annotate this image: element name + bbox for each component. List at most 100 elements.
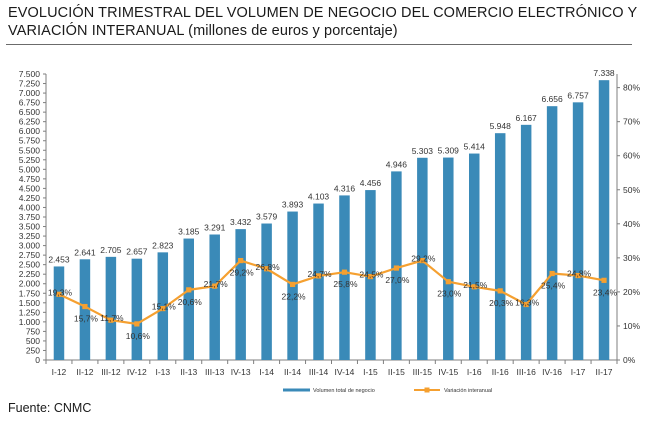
x-tick-label: IV-14 <box>335 367 355 377</box>
x-tick-label: II-12 <box>76 367 93 377</box>
y-left-tick-label: 5.750 <box>19 136 41 146</box>
title-divider <box>6 44 632 45</box>
bar-value-label: 7.338 <box>593 68 615 78</box>
bar-value-label: 5.309 <box>438 146 460 156</box>
bar <box>339 195 350 360</box>
y-left-tick-label: 4.250 <box>19 193 41 203</box>
bar <box>235 229 246 360</box>
x-tick-label: III-16 <box>516 367 536 377</box>
line-value-label: 15,1% <box>152 302 177 312</box>
bar <box>313 203 324 360</box>
bar-value-label: 3.291 <box>204 223 226 233</box>
bar-value-label: 6.757 <box>567 90 589 100</box>
line-value-label: 24,7% <box>307 269 332 279</box>
y-right-tick-label: 10% <box>623 321 640 331</box>
x-tick-label: IV-12 <box>127 367 147 377</box>
bar-value-label: 5.948 <box>490 121 512 131</box>
bar-value-label: 3.185 <box>178 227 200 237</box>
legend-label-line: Variación interanual <box>444 388 492 394</box>
line-value-label: 23,0% <box>437 289 462 299</box>
y-left-tick-label: 3.000 <box>19 241 41 251</box>
y-right-tick-label: 20% <box>623 287 640 297</box>
line-value-label: 22,2% <box>282 291 307 301</box>
bar-value-label: 2.453 <box>48 254 70 264</box>
bar-value-label: 6.656 <box>541 94 563 104</box>
line-point <box>523 301 529 308</box>
y-right-tick-label: 70% <box>623 117 640 127</box>
x-tick-label: IV-15 <box>438 367 458 377</box>
line-point <box>186 287 192 293</box>
data-labels: 2.453 2.641 2.705 2.657 2.823 3.185 3.291 3.432… <box>48 68 618 341</box>
x-tick-label: III-12 <box>101 367 121 377</box>
bar-value-label: 2.657 <box>126 247 148 257</box>
y-left-tick-label: 250 <box>26 345 40 355</box>
bar-value-label: 2.705 <box>100 245 122 255</box>
line-value-label: 21,5% <box>463 280 488 290</box>
chart-title-line-2: VARIACIÓN INTERANUAL (millones de euros … <box>8 23 398 39</box>
line-point <box>367 273 374 280</box>
y-left-tick-label: 5.000 <box>19 164 41 174</box>
y-right-tick-label: 40% <box>623 219 640 229</box>
y-left-tick-label: 1.500 <box>19 298 41 308</box>
bar-value-label: 5.414 <box>464 142 486 152</box>
y-left-tick-label: 1.750 <box>19 288 41 298</box>
x-tick-label: III-15 <box>413 367 433 377</box>
x-tick-label: IV-16 <box>542 367 562 377</box>
x-tick-label: I-13 <box>155 367 170 377</box>
line-value-label: 20,3% <box>489 298 514 308</box>
line-point <box>315 273 322 279</box>
legend-label-bar: Volumen total de negocio <box>313 388 375 394</box>
bar <box>572 102 584 360</box>
line-point <box>160 305 166 312</box>
line-point <box>575 272 581 279</box>
y-left-tick-label: 7.250 <box>19 79 41 89</box>
bar <box>469 153 480 360</box>
y-right-tick-label: 30% <box>623 253 640 263</box>
line-value-label: 16,3% <box>515 298 540 308</box>
bar <box>494 133 506 360</box>
y-left-tick-label: 4.000 <box>19 202 41 212</box>
y-left-tick-label: 3.250 <box>19 231 41 241</box>
y-left-tick-label: 3.750 <box>19 212 41 222</box>
line-value-label: 24,8% <box>567 269 592 279</box>
bar-value-label: 5.303 <box>412 146 434 156</box>
line-point <box>393 265 399 271</box>
line-value-label: 24,5% <box>359 270 384 280</box>
line-point <box>212 283 218 289</box>
y-left-tick-label: 2.750 <box>19 250 41 260</box>
y-left-tick-label: 6.500 <box>19 107 41 117</box>
x-tick-label: IV-13 <box>231 367 251 377</box>
x-tick-label: II-17 <box>596 367 613 377</box>
line-point <box>341 269 348 275</box>
line-value-label: 27,0% <box>385 275 410 285</box>
bar <box>209 234 220 360</box>
line-point <box>108 317 114 323</box>
source-note: Fuente: CNMC <box>8 401 92 415</box>
y-left-tick-label: 4.750 <box>19 174 41 184</box>
line-value-label: 11,7% <box>100 313 124 323</box>
y-left-tick-label: 0 <box>35 355 40 365</box>
bar-value-label: 2.823 <box>152 240 174 250</box>
bar <box>261 223 272 360</box>
bar <box>520 124 532 361</box>
bar-value-label: 4.103 <box>308 192 330 202</box>
y-left-tick-label: 7.500 <box>19 69 41 79</box>
line-point <box>549 270 555 277</box>
line-value-label: 26,8% <box>256 262 281 272</box>
bar <box>443 157 454 360</box>
variation-line <box>58 259 605 326</box>
y-right-tick-label: 60% <box>623 151 640 161</box>
y-left-tick-label: 2.500 <box>19 260 41 270</box>
line-value-label: 10,6% <box>126 331 151 341</box>
y-left-tick-label: 3.500 <box>19 222 41 232</box>
line-value-label: 25,8% <box>333 279 358 289</box>
line-point <box>445 279 451 285</box>
bar-value-label: 6.167 <box>516 113 538 123</box>
line-point <box>289 281 296 288</box>
x-tick-label: I-16 <box>467 367 482 377</box>
y-left-tick-label: 2.250 <box>19 269 41 279</box>
y-left-tick-label: 6.750 <box>19 98 41 108</box>
x-tick-label: I-15 <box>363 367 378 377</box>
line-point <box>264 266 270 272</box>
